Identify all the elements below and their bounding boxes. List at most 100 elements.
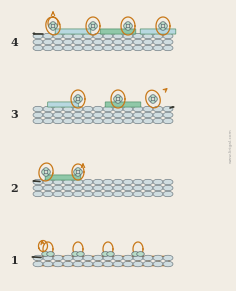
Ellipse shape [123,261,133,267]
Ellipse shape [73,106,83,112]
Ellipse shape [32,256,34,258]
FancyBboxPatch shape [45,175,81,180]
Ellipse shape [93,255,103,261]
Ellipse shape [103,255,113,261]
Ellipse shape [143,106,153,112]
Ellipse shape [63,179,73,185]
Ellipse shape [163,185,173,191]
Ellipse shape [163,112,173,118]
Ellipse shape [163,191,173,197]
Ellipse shape [83,261,93,267]
Ellipse shape [143,191,153,197]
Ellipse shape [103,106,113,112]
Ellipse shape [94,24,97,28]
Ellipse shape [73,118,83,124]
Ellipse shape [83,185,93,191]
Ellipse shape [164,24,167,28]
Ellipse shape [89,24,92,28]
Ellipse shape [163,118,173,124]
Ellipse shape [143,185,153,191]
Ellipse shape [83,45,93,51]
Ellipse shape [133,45,143,51]
Ellipse shape [133,255,143,261]
Ellipse shape [51,27,55,30]
Ellipse shape [133,106,143,112]
Ellipse shape [53,33,63,39]
Ellipse shape [153,261,163,267]
Ellipse shape [123,185,133,191]
Ellipse shape [42,170,45,174]
FancyBboxPatch shape [105,102,141,107]
Ellipse shape [153,191,163,197]
Ellipse shape [93,261,103,267]
Ellipse shape [103,45,113,51]
Ellipse shape [83,255,93,261]
Ellipse shape [47,170,50,174]
Ellipse shape [74,97,77,101]
Ellipse shape [44,173,48,176]
Ellipse shape [153,118,163,124]
Ellipse shape [83,118,93,124]
Ellipse shape [53,185,63,191]
Ellipse shape [151,95,155,98]
Ellipse shape [33,180,35,182]
Ellipse shape [93,179,103,185]
Ellipse shape [33,179,43,185]
Ellipse shape [151,100,155,103]
Ellipse shape [116,100,120,103]
Ellipse shape [113,33,123,39]
Ellipse shape [53,39,63,45]
Ellipse shape [123,112,133,118]
Ellipse shape [133,112,143,118]
Ellipse shape [93,39,103,45]
Ellipse shape [113,179,123,185]
Ellipse shape [143,39,153,45]
Ellipse shape [73,261,83,267]
Ellipse shape [43,39,53,45]
Ellipse shape [63,191,73,197]
Ellipse shape [33,39,43,45]
Ellipse shape [43,179,53,185]
Ellipse shape [43,106,53,112]
Ellipse shape [83,106,93,112]
Ellipse shape [113,118,123,124]
Ellipse shape [163,33,173,39]
Ellipse shape [93,112,103,118]
Ellipse shape [103,39,113,45]
Ellipse shape [79,97,82,101]
Ellipse shape [33,185,43,191]
Ellipse shape [63,255,73,261]
Ellipse shape [143,45,153,51]
Ellipse shape [143,33,153,39]
Text: 4: 4 [10,36,18,47]
Ellipse shape [153,112,163,118]
Ellipse shape [107,252,114,256]
Ellipse shape [43,112,53,118]
Ellipse shape [133,179,143,185]
Ellipse shape [119,97,122,101]
Ellipse shape [43,255,53,261]
Ellipse shape [123,179,133,185]
Ellipse shape [33,191,43,197]
Ellipse shape [103,261,113,267]
Ellipse shape [143,118,153,124]
Ellipse shape [113,45,123,51]
Ellipse shape [33,33,35,34]
Ellipse shape [113,106,123,112]
Ellipse shape [93,191,103,197]
Ellipse shape [33,106,43,112]
Ellipse shape [103,118,113,124]
Ellipse shape [124,24,127,28]
Ellipse shape [163,39,173,45]
Ellipse shape [63,118,73,124]
Ellipse shape [63,106,73,112]
Ellipse shape [133,33,143,39]
Ellipse shape [53,112,63,118]
Ellipse shape [43,33,53,39]
Text: 3: 3 [10,109,18,120]
Ellipse shape [53,261,63,267]
Ellipse shape [154,97,157,101]
Ellipse shape [163,179,173,185]
Ellipse shape [53,191,63,197]
Text: 2: 2 [10,182,18,194]
